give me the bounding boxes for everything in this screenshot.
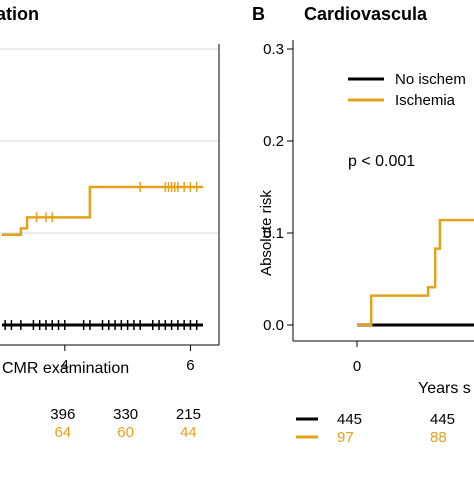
risk-table-cell: 64 — [54, 424, 71, 441]
km-curve-ischemia — [2, 185, 203, 237]
right-panel-xlabel: Years s — [418, 380, 471, 397]
left-panel-title: ation — [0, 4, 39, 24]
p-value: p < 0.001 — [348, 153, 415, 170]
x-tick-label: 0 — [353, 358, 361, 375]
risk-table-cell: 396 — [50, 406, 75, 423]
y-tick-label: 0.2 — [263, 133, 284, 150]
risk-table-cell: 60 — [117, 424, 134, 441]
risk-table-cell: 88 — [430, 429, 447, 446]
legend-label: Ischemia — [395, 92, 456, 109]
risk-table-cell: 445 — [337, 411, 362, 428]
x-tick-label: 4 — [61, 357, 69, 374]
risk-table-cell: 445 — [430, 411, 455, 428]
right-panel-title: Cardiovascula — [304, 4, 428, 24]
right-panel-ylabel: Absolute risk — [258, 190, 275, 276]
right-panel-letter: B — [252, 4, 265, 24]
y-tick-label: 0.3 — [263, 41, 284, 58]
x-tick-label: 6 — [186, 357, 194, 374]
risk-table-cell: 215 — [176, 406, 201, 423]
km-curve-ischemia — [357, 218, 474, 327]
y-tick-label: 0.1 — [263, 225, 284, 242]
risk-table-cell: 44 — [180, 424, 197, 441]
y-tick-label: 0.0 — [263, 317, 284, 334]
left-panel: 4 6 396 330 215 64 60 44 — [0, 44, 220, 441]
risk-table-cell: 330 — [113, 406, 138, 423]
left-panel-xlabel: CMR examination — [2, 360, 129, 377]
risk-table-cell: 97 — [337, 429, 354, 446]
legend-label: No ischem — [395, 71, 466, 88]
